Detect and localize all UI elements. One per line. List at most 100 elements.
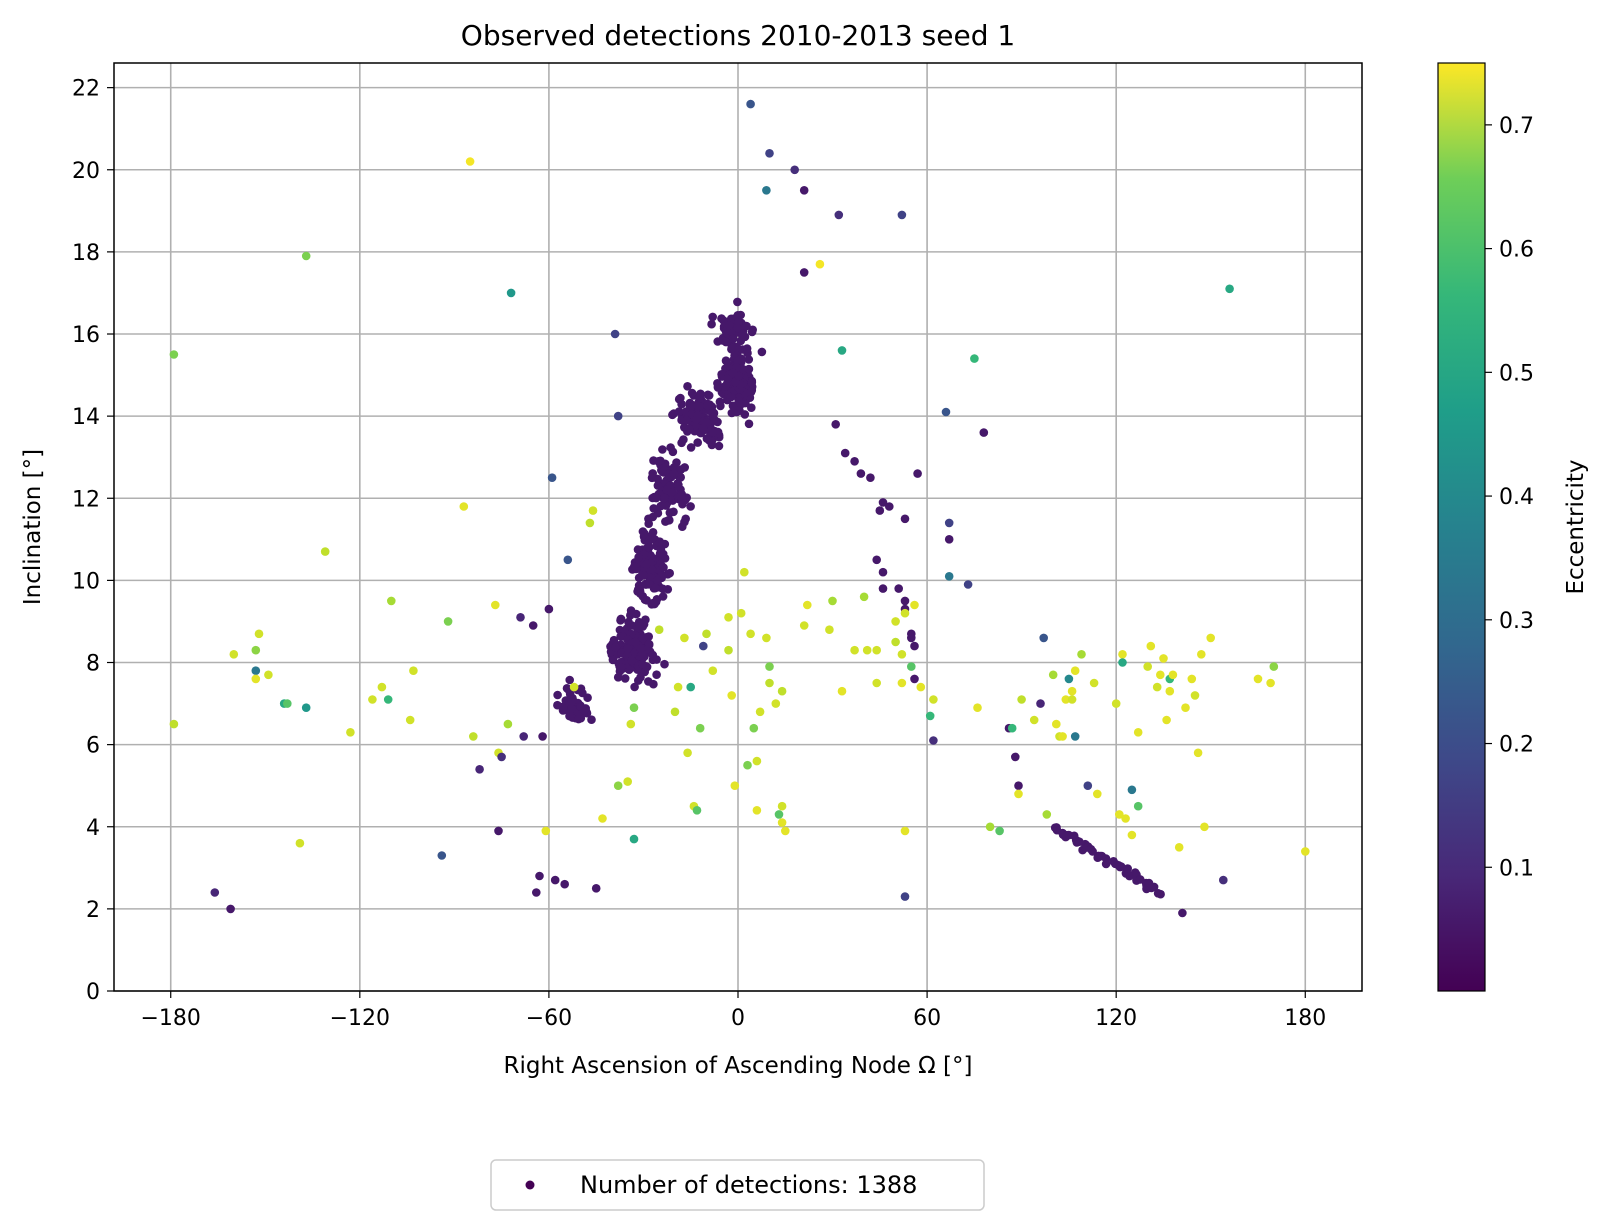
data-point — [667, 489, 676, 498]
data-point — [678, 500, 687, 509]
data-point — [913, 469, 922, 478]
data-point — [872, 556, 881, 565]
data-point — [1118, 658, 1127, 667]
data-point — [1134, 728, 1143, 737]
data-point — [659, 563, 668, 572]
data-point — [734, 397, 743, 406]
data-point — [170, 720, 179, 729]
data-point — [907, 634, 916, 643]
data-point — [611, 330, 620, 339]
data-point — [699, 424, 708, 433]
data-point — [816, 260, 825, 269]
data-point — [745, 420, 754, 429]
legend-entry: Number of detections: 1388 — [580, 1171, 917, 1199]
data-point — [762, 186, 771, 195]
data-point — [653, 576, 662, 585]
data-point — [740, 568, 749, 577]
data-point — [680, 634, 689, 643]
data-point — [709, 666, 718, 675]
data-point — [746, 100, 755, 109]
data-point — [642, 662, 651, 671]
data-point — [252, 666, 261, 675]
colorbar-tick-label: 0.1 — [1499, 856, 1534, 881]
y-tick-label: 16 — [72, 323, 100, 348]
data-point — [1175, 843, 1184, 852]
data-point — [753, 806, 762, 815]
data-point — [1017, 695, 1026, 704]
data-point — [835, 211, 844, 220]
data-point — [532, 888, 541, 897]
data-point — [1206, 634, 1215, 643]
data-point — [628, 656, 637, 665]
data-point — [516, 613, 525, 622]
data-point — [614, 781, 623, 790]
data-point — [803, 601, 812, 610]
data-point — [548, 473, 557, 482]
data-point — [683, 382, 692, 391]
data-point — [850, 646, 859, 655]
data-point — [1014, 781, 1023, 790]
data-point — [917, 683, 926, 692]
data-point — [538, 732, 547, 741]
data-point — [636, 673, 645, 682]
data-point — [624, 618, 633, 627]
data-point — [491, 601, 500, 610]
data-point — [1112, 699, 1121, 708]
data-point — [765, 149, 774, 158]
data-point — [1191, 691, 1200, 700]
data-point — [660, 660, 669, 669]
data-point — [630, 683, 639, 692]
data-point — [765, 662, 774, 671]
data-point — [1166, 687, 1175, 696]
data-point — [1194, 749, 1203, 758]
y-tick-label: 4 — [86, 816, 100, 841]
data-point — [676, 394, 685, 403]
data-point — [748, 378, 757, 387]
data-point — [252, 675, 261, 684]
data-point — [907, 662, 916, 671]
data-point — [719, 316, 728, 325]
y-tick-label: 14 — [72, 405, 100, 430]
data-point — [699, 642, 708, 651]
data-point — [685, 425, 694, 434]
data-point — [693, 806, 702, 815]
data-point — [1121, 814, 1130, 823]
data-point — [753, 757, 762, 766]
data-point — [519, 732, 528, 741]
data-point — [1301, 847, 1310, 856]
x-tick-labels: −180 −120 −60 0 60 120 180 — [141, 991, 1327, 1031]
data-point — [1134, 802, 1143, 811]
data-point — [738, 330, 747, 339]
data-point — [252, 646, 261, 655]
data-point — [1200, 823, 1209, 832]
data-point — [765, 679, 774, 688]
data-point — [686, 502, 695, 511]
data-point — [658, 445, 667, 454]
data-point — [1169, 671, 1178, 680]
data-point — [676, 492, 685, 501]
data-point — [733, 298, 742, 307]
data-point — [1036, 699, 1045, 708]
data-point — [660, 494, 669, 503]
data-point — [1077, 650, 1086, 659]
data-point — [713, 418, 722, 427]
y-tick-label: 6 — [86, 734, 100, 759]
data-point — [504, 720, 513, 729]
data-point — [170, 350, 179, 359]
data-point — [743, 761, 752, 770]
data-point — [1071, 732, 1080, 741]
data-point — [716, 398, 725, 407]
data-point — [671, 708, 680, 717]
points-layer — [170, 100, 1310, 918]
data-point — [674, 683, 683, 692]
data-point — [497, 753, 506, 762]
data-point — [630, 835, 639, 844]
data-point — [879, 568, 888, 577]
data-point — [901, 515, 910, 524]
data-point — [564, 556, 573, 565]
data-point — [1197, 650, 1206, 659]
data-point — [211, 888, 220, 897]
data-point — [747, 403, 756, 412]
data-point — [264, 671, 273, 680]
